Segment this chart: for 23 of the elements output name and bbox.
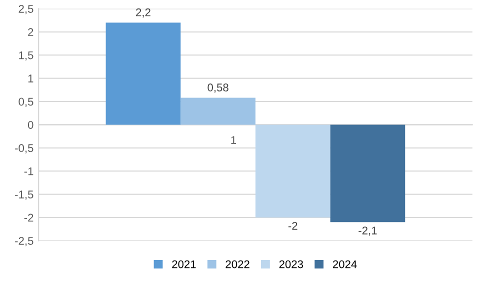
data-label: -2,1	[358, 226, 377, 236]
data-label: 0,58	[208, 84, 228, 93]
y-tick-label: -1,5	[15, 190, 34, 200]
data-label: 2,2	[136, 8, 150, 18]
y-tick-label: -2,5	[15, 236, 34, 246]
y-tick-label: 1,5	[19, 51, 34, 61]
bar	[330, 124, 406, 222]
legend-label: 2024	[332, 260, 357, 268]
y-tick-label: -2	[24, 214, 34, 222]
legend-label: 2023	[279, 260, 304, 268]
y-tick-label: 2,5	[18, 4, 34, 14]
legend-label: 2021	[172, 260, 196, 268]
legend-label: 2022	[226, 260, 250, 268]
y-tick-label: -1	[24, 167, 34, 176]
y-tick-label: 1	[28, 74, 34, 82]
bar	[255, 124, 330, 218]
y-tick-label: -0,5	[15, 144, 34, 154]
bar	[106, 22, 181, 125]
y-tick-label: 0,5	[18, 98, 34, 107]
y-tick-label: 0	[28, 120, 34, 129]
y-tick-label: 2	[28, 28, 34, 36]
bar	[180, 98, 256, 125]
data-label: -2	[288, 222, 298, 230]
